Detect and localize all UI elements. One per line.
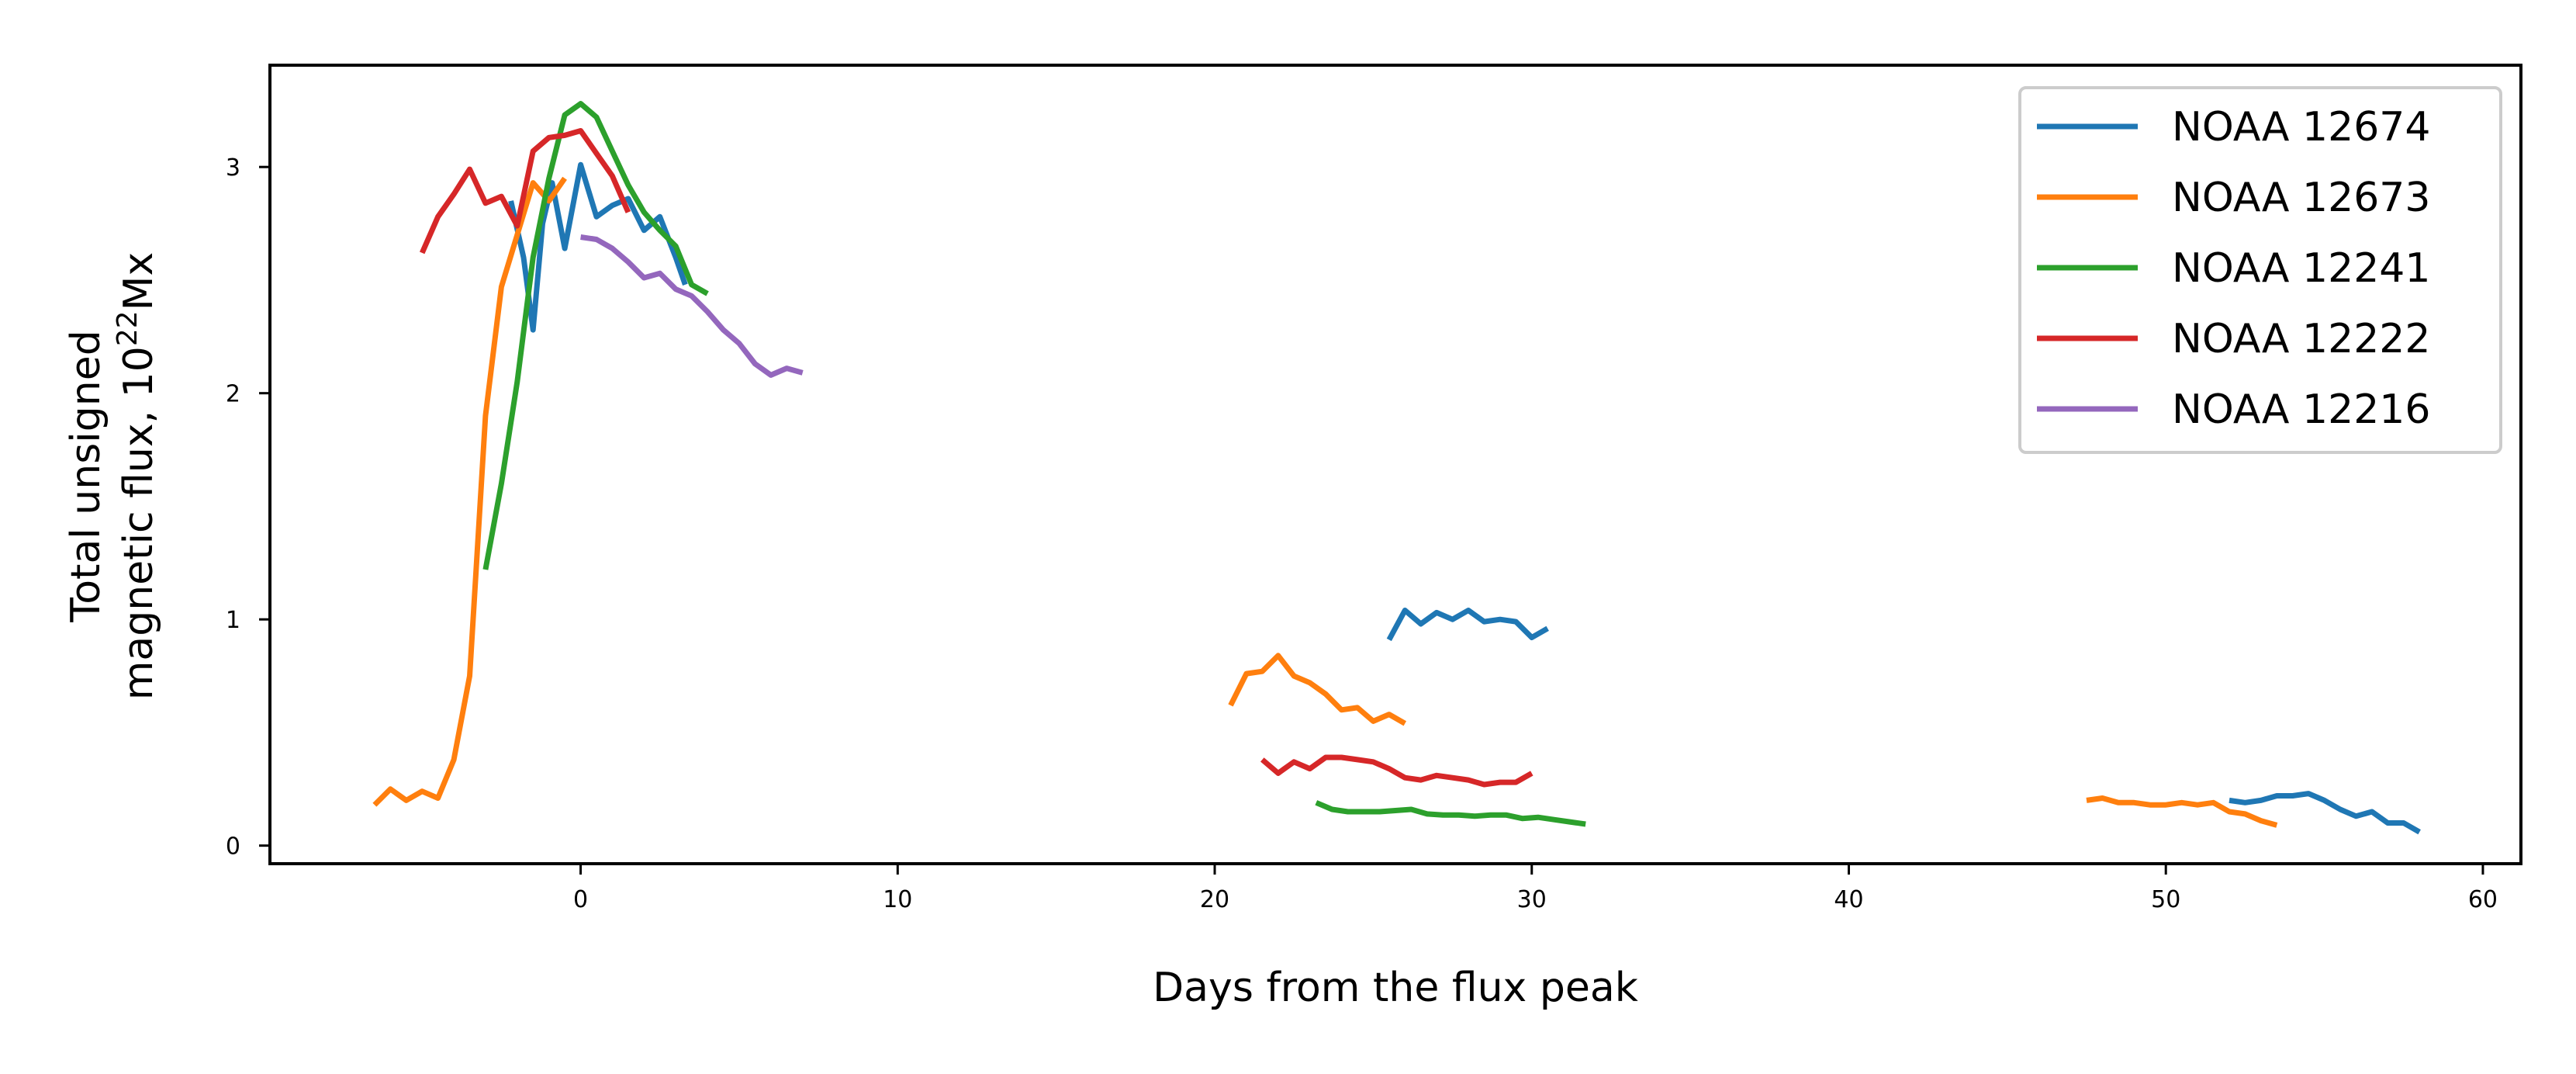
- x-tick-label: 20: [1200, 886, 1229, 913]
- legend-label: NOAA 12673: [2172, 175, 2430, 221]
- series-line-noaa-12673-segment-1: [372, 176, 567, 807]
- legend-label: NOAA 12216: [2172, 386, 2430, 433]
- legend: NOAA 12674 NOAA 12673 NOAA 12241 NOAA 12222…: [2018, 86, 2502, 454]
- plot-frame: [268, 64, 2522, 865]
- y-axis-title-line2: magnetic flux, 1022Mx: [112, 252, 163, 701]
- y-axis-title-prefix: magnetic flux, 10: [116, 346, 162, 700]
- y-tick-label: 1: [226, 607, 240, 634]
- series-line-noaa-12241-segment-2: [1315, 800, 1586, 827]
- legend-label: NOAA 12241: [2172, 245, 2430, 292]
- plot-lines: [372, 101, 2421, 835]
- series-line-noaa-12241-segment-1: [482, 101, 709, 570]
- y-tick-label: 3: [226, 154, 240, 182]
- series-line-noaa-12216-segment-1: [580, 234, 804, 378]
- y-tick-label: 2: [226, 381, 240, 408]
- legend-label: NOAA 12222: [2172, 316, 2430, 362]
- y-axis-ticks: 0 1 2 3: [226, 154, 270, 861]
- x-axis-ticks: 0 10 20 30 40 50 60: [573, 864, 2498, 913]
- legend-label: NOAA 12674: [2172, 104, 2430, 151]
- series-line-noaa-12674-segment-1: [508, 161, 688, 333]
- x-tick-label: 60: [2468, 886, 2498, 913]
- series-line-noaa-12222-segment-2: [1260, 754, 1533, 788]
- y-axis-title-suffix: Mx: [116, 252, 162, 311]
- x-tick-label: 30: [1517, 886, 1547, 913]
- series-line-noaa-12222-segment-1: [419, 128, 631, 255]
- y-tick-label: 0: [226, 833, 240, 861]
- series-line-noaa-12673-segment-2: [1228, 653, 1407, 726]
- y-axis-title-exponent: 22: [112, 310, 143, 346]
- y-axis-title: Total unsigned magnetic flux, 1022Mx: [63, 252, 162, 701]
- y-axis-title-line1: Total unsigned: [63, 330, 109, 622]
- x-tick-label: 10: [883, 886, 912, 913]
- series-line-noaa-12674-segment-3: [2228, 791, 2421, 835]
- y-axis-title-line1-text: Total unsigned: [63, 330, 109, 622]
- x-tick-label: 40: [1834, 886, 1863, 913]
- legend-box: [2018, 86, 2502, 454]
- x-tick-label: 50: [2151, 886, 2180, 913]
- series-line-noaa-12673-segment-3: [2086, 795, 2278, 828]
- series-line-noaa-12674-segment-2: [1386, 608, 1549, 642]
- x-axis-title: Days from the flux peak: [1153, 965, 1638, 1011]
- x-tick-label: 0: [573, 886, 588, 913]
